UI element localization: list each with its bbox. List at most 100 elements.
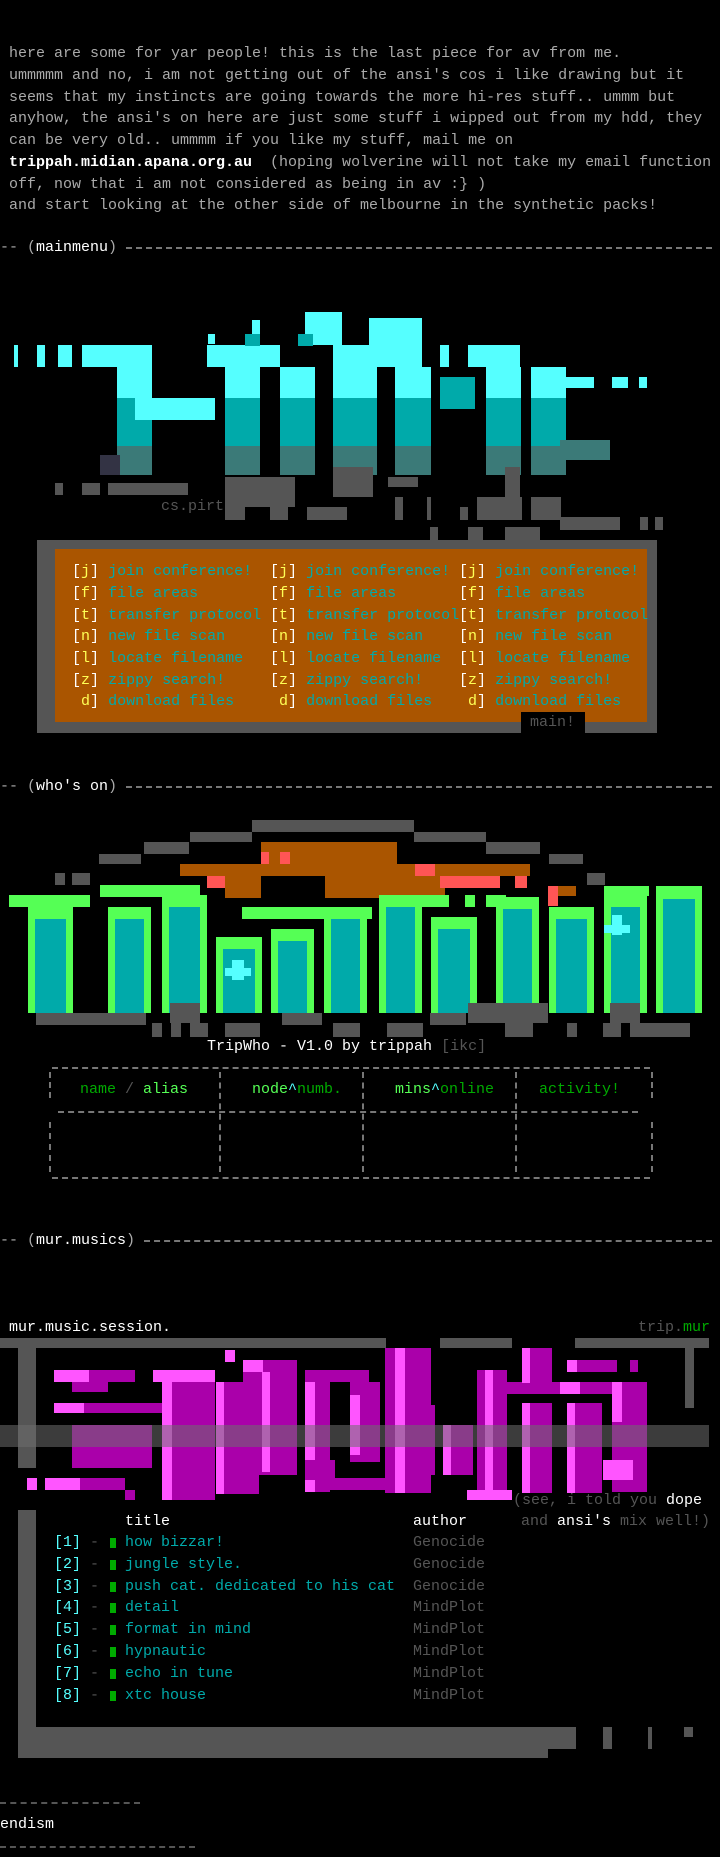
logo-block [486,398,521,446]
menu-item-f[interactable]: [f] file areas [459,585,586,602]
track-bullet-icon [110,1668,116,1679]
logo-block [225,876,261,898]
track-number: [8] [54,1686,82,1704]
logo-block [0,1425,709,1447]
track-author: MindPlot [413,1599,486,1617]
menu-item-j[interactable]: [j] join conference! [72,563,253,580]
music-session-label: mur.music.session. [9,1319,172,1336]
track-author: Genocide [413,1577,486,1595]
email-address[interactable]: trippah.midian.apana.org.au [9,154,253,171]
group-tag: [ikc] [441,1038,487,1055]
menu-item-t[interactable]: [t] transfer protocol [72,607,262,624]
logo-block [298,334,313,346]
logo-block [14,345,18,367]
track-title: detail [125,1599,180,1617]
menu-item-l[interactable]: [l] locate filename [270,650,442,667]
menu-item-n[interactable]: [n] new file scan [459,628,613,645]
section-open: -- ( [0,778,37,796]
menu-item-j[interactable]: [j] join conference! [270,563,451,580]
menu-item-z[interactable]: [z] zippy search! [270,672,424,689]
track-bullet-icon [110,1603,116,1614]
logo-block [325,876,445,898]
logo-block [242,907,372,919]
logo-block [640,517,648,530]
track-bullet-icon [110,1690,116,1701]
logo-block [486,367,521,398]
menu-item-l[interactable]: [l] locate filename [72,650,244,667]
logo-block [170,1003,200,1023]
menu-item-l[interactable]: [l] locate filename [459,650,631,667]
logo-block [58,345,72,367]
logo-block [630,1023,690,1037]
track-dash: - [90,1534,100,1551]
logo-block [440,876,500,888]
logo-block [430,527,438,540]
logo-block [548,886,558,906]
menu-hotkey: n [81,628,91,645]
logo-block [225,1350,235,1362]
logo-block [225,398,260,446]
logo-block [117,446,152,475]
logo-block [45,1478,80,1490]
logo-block [280,446,315,475]
track-author: MindPlot [413,1621,486,1639]
menu-item-d[interactable]: d] download files [81,693,235,710]
section-close: ) [108,239,118,257]
menu-item-t[interactable]: [t] transfer protocol [459,607,649,624]
logo-block [415,864,435,876]
logo-block [37,345,45,367]
menu-item-label: join conference! [108,563,253,580]
logo-block [331,919,360,1013]
logo-block [89,1370,135,1382]
menu-item-n[interactable]: [n] new file scan [270,628,424,645]
logo-block [72,1382,108,1392]
menu-item-j[interactable]: [j] join conference! [459,563,640,580]
track-author: Genocide [413,1534,486,1551]
track-dash: - [90,1599,100,1617]
logo-block [505,1023,533,1037]
menu-item-f[interactable]: [f] file areas [270,585,397,602]
logo-block [414,832,486,842]
menu-hotkey: z [279,672,289,689]
menu-hotkey: z [468,672,478,689]
logo-block [9,895,90,907]
track-title: format in mind [125,1621,252,1639]
menu-item-d[interactable]: d] download files [279,693,433,710]
logo-block [252,320,260,346]
logo-block [36,1013,146,1025]
logo-block [171,1023,181,1037]
menu-item-d[interactable]: d] download files [468,693,622,710]
logo-block [440,377,475,409]
track-author: Genocide [413,1555,486,1573]
menu-item-z[interactable]: [z] zippy search! [72,672,226,689]
intro-line: here are some for yar people! this is th… [9,45,622,62]
logo-block [135,398,215,420]
menu-item-n[interactable]: [n] new file scan [72,628,226,645]
section-label: who's on [36,778,109,796]
logo-block [603,1023,621,1037]
track-author: MindPlot [413,1664,486,1682]
logo-block [35,919,66,1013]
logo-block [261,842,397,864]
logo-block [567,1360,617,1372]
menu-item-label: transfer protocol [306,607,460,624]
logo-block [152,1023,162,1037]
logo-block [305,1460,335,1480]
menu-panel [55,549,647,722]
logo-block [108,483,188,495]
logo-block [567,1023,577,1037]
menu-hotkey: j [279,563,289,580]
table-bottom-border [52,1177,650,1179]
menu-item-z[interactable]: [z] zippy search! [459,672,613,689]
logo-block [225,1023,260,1037]
logo-block [99,854,141,864]
menu-item-t[interactable]: [t] transfer protocol [270,607,460,624]
logo-block [610,1003,640,1023]
track-author: MindPlot [413,1643,486,1660]
menu-item-f[interactable]: [f] file areas [72,585,199,602]
artist-signature: cs.pirt [161,498,225,515]
menu-item-label: new file scan [495,628,613,645]
logo-block [245,334,260,346]
track-dash: - [90,1643,100,1660]
